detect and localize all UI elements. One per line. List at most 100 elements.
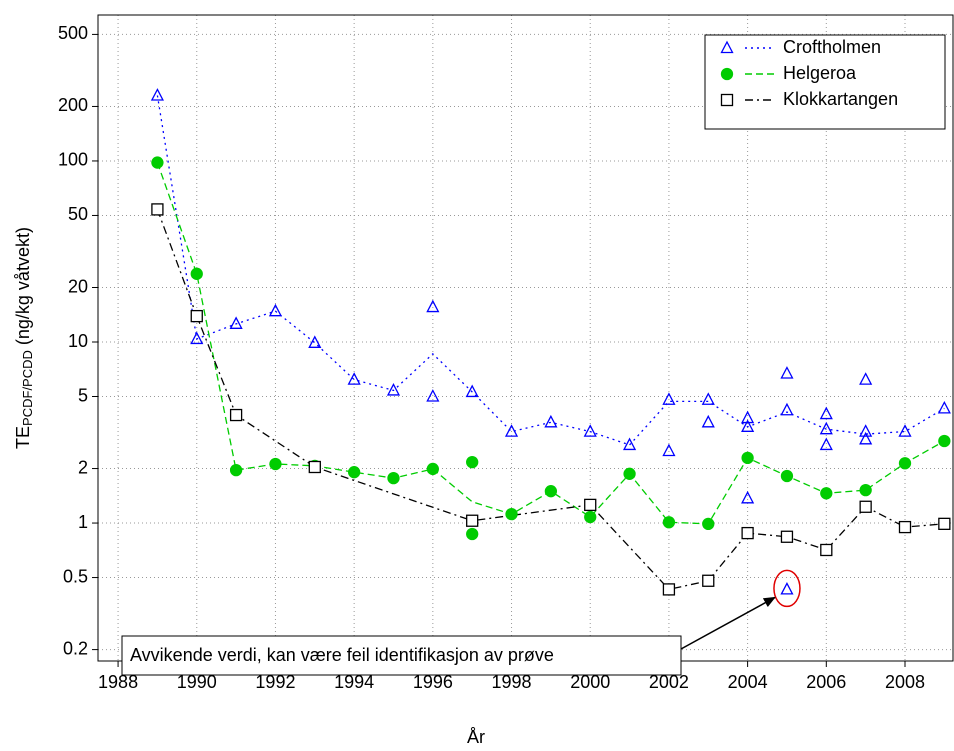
triangle-marker [720,40,734,54]
y-tick-label: 100 [58,150,88,170]
square-marker [938,517,951,530]
square-marker [466,514,479,527]
triangle-marker [859,424,873,437]
square-marker [190,309,203,323]
square-marker [584,498,597,512]
square-marker [820,543,833,557]
legend-box [704,34,946,130]
triangle-marker [741,410,755,424]
square-marker [780,530,794,543]
triangle-marker [268,303,283,317]
annotation-box [121,635,682,676]
circle-marker [702,517,715,530]
triangle-marker [701,392,715,405]
x-tick-label: 1992 [255,672,295,692]
series-line [156,209,945,591]
triangle-marker [937,400,951,414]
square-marker [308,460,321,474]
triangle-marker [544,414,558,428]
circle-marker [859,483,872,497]
circle-marker [898,457,912,470]
legend-label: Croftholmen [783,37,881,57]
y-tick-label: 500 [58,23,88,43]
y-tick-label: 5 [78,385,88,405]
triangle-marker [504,424,519,437]
y-tick-label: 0.5 [63,566,88,586]
y-tick-label: 1 [78,512,88,532]
circle-marker [269,457,282,471]
triangle-marker [819,421,833,435]
circle-marker [584,510,597,524]
circle-marker [780,469,794,483]
y-tick-label: 200 [58,95,88,115]
x-tick-label: 1988 [98,672,138,692]
square-marker [662,583,676,596]
triangle-marker [859,372,873,385]
triangle-marker [386,383,401,396]
circle-marker [938,434,951,448]
annotation-arrow [680,596,776,650]
y-axis-label: TEPCDF/PCDD (ng/kg våtvekt) [13,227,36,449]
circle-marker [505,507,518,521]
triangle-marker [583,424,597,437]
square-marker [702,574,715,587]
circle-marker [741,451,754,465]
circle-marker [190,267,203,280]
y-tick-label: 2 [78,457,88,477]
triangle-marker [780,582,794,595]
triangle-marker [741,490,755,504]
x-tick-label: 2000 [570,672,610,692]
triangle-marker [150,88,164,101]
circle-marker [466,455,479,469]
triangle-marker [308,335,322,348]
legend-label: Klokkartangen [783,89,898,109]
circle-marker [623,467,636,480]
triangle-marker [662,443,676,457]
triangle-marker [622,437,637,451]
circle-marker [662,516,676,529]
triangle-marker [465,384,479,398]
triangle-marker [819,406,833,420]
triangle-marker [426,299,440,313]
y-label-subscript: PCDF/PCDD [20,350,35,426]
x-tick-label: 1990 [177,672,217,692]
triangle-marker [426,389,440,402]
circle-marker [820,487,833,500]
triangle-marker [190,331,204,345]
triangle-marker [780,366,794,379]
circle-marker [387,472,400,485]
x-tick-label: 2004 [728,672,768,692]
circle-marker [720,67,734,81]
circle-marker [229,463,243,477]
triangle-marker [229,316,243,329]
square-marker [151,203,164,216]
y-tick-label: 50 [68,204,88,224]
square-marker [898,520,912,534]
triangle-marker [662,392,676,405]
x-tick-label: 2002 [649,672,689,692]
triangle-marker [819,437,833,451]
y-tick-label: 10 [68,331,88,351]
triangle-marker [701,414,715,428]
triangle-marker [347,372,361,385]
triangle-marker [859,431,873,445]
square-marker [859,500,872,513]
y-tick-label: 0.2 [63,638,88,658]
triangle-marker [780,402,794,416]
triangle-marker [898,424,912,437]
triangle-marker [741,419,755,432]
legend-label: Helgeroa [783,63,857,83]
x-tick-label: 2006 [806,672,846,692]
x-tick-label: 1996 [413,672,453,692]
square-marker [741,526,754,540]
highlight-ellipse [773,569,801,608]
square-marker [720,93,734,107]
x-tick-label: 1994 [334,672,374,692]
circle-marker [347,466,361,479]
x-tick-label: 2008 [885,672,925,692]
y-label-unit: (ng/kg våtvekt) [13,227,33,345]
circle-marker [466,527,479,541]
x-axis-label: År [467,727,485,747]
x-tick-label: 1998 [492,672,532,692]
